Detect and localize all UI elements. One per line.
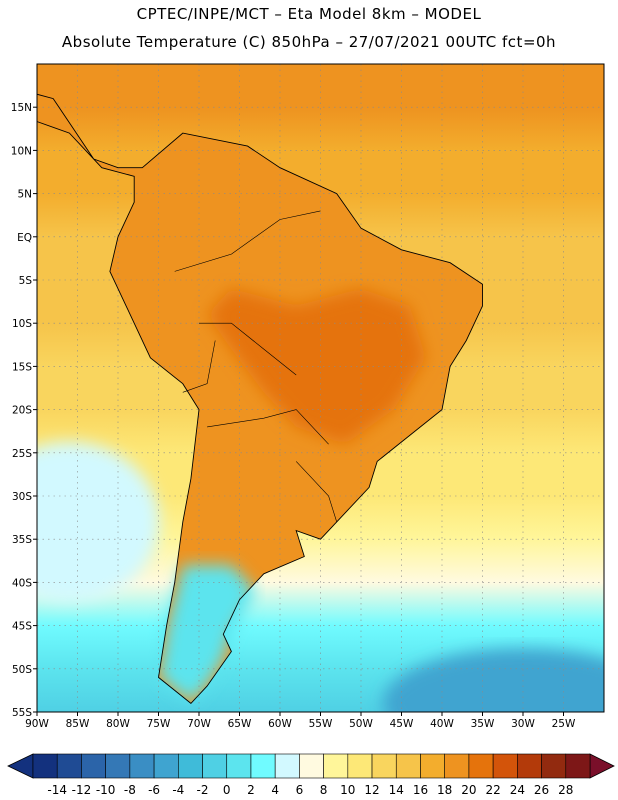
- colorbar-swatch: [105, 753, 131, 779]
- colorbar-label: 8: [320, 783, 328, 797]
- colorbar-label: -8: [124, 783, 136, 797]
- map-subtitle: Absolute Temperature (C) 850hPa – 27/07/…: [61, 33, 557, 51]
- colorbar-swatch: [274, 753, 300, 779]
- lat-tick-label: 10S: [12, 318, 32, 330]
- lat-tick-label: 50S: [12, 664, 32, 676]
- coastline: [37, 93, 483, 705]
- colorbar-swatch: [226, 753, 252, 779]
- colorbar-swatch: [32, 753, 58, 779]
- lat-tick-label: 35S: [12, 534, 32, 546]
- colorbar-swatch: [492, 753, 518, 779]
- colorbar-label: 18: [437, 783, 452, 797]
- lon-tick-label: 90W: [25, 718, 49, 730]
- colorbar-swatch: [129, 753, 155, 779]
- lon-tick-label: 75W: [147, 718, 171, 730]
- colorbar-label: 10: [340, 783, 355, 797]
- colorbar-swatch: [371, 753, 397, 779]
- colorbar-swatch: [56, 753, 82, 779]
- colorbar-swatch: [541, 753, 567, 779]
- lon-tick-label: 85W: [66, 718, 90, 730]
- graticule: [37, 64, 604, 712]
- colorbar-label: -4: [172, 783, 184, 797]
- lat-tick-label: 15N: [11, 102, 32, 114]
- lat-tick-label: 45S: [12, 621, 32, 633]
- colorbar-label: 2: [247, 783, 255, 797]
- lon-tick-label: 30W: [511, 718, 535, 730]
- lat-tick-label: 30S: [12, 491, 32, 503]
- map-title: CPTEC/INPE/MCT – Eta Model 8km – MODEL: [136, 5, 482, 23]
- colorbar-swatch: [178, 753, 203, 779]
- lon-tick-label: 60W: [268, 718, 292, 730]
- latitude-labels: 15N 10N 5N EQ 5S 10S 15S 20S 25S 30S 35S 40S 45S 50S 5…: [11, 102, 37, 719]
- lon-tick-label: 45W: [390, 718, 414, 730]
- interior-hot-region: [207, 288, 426, 445]
- colorbar-swatch: [468, 753, 494, 779]
- colorbar-swatch: [395, 753, 421, 779]
- lon-tick-label: 70W: [187, 718, 211, 730]
- southwest-cool-region: [37, 441, 160, 602]
- lat-tick-label: 5N: [17, 189, 32, 201]
- plot-area: [37, 64, 604, 712]
- lat-tick-label: 15S: [12, 361, 32, 373]
- colorbar-swatch: [517, 753, 542, 779]
- lat-tick-label: 5S: [19, 275, 33, 287]
- colorbar-label: 20: [461, 783, 476, 797]
- colorbar-swatch: [444, 753, 470, 779]
- colorbar-label: -6: [148, 783, 160, 797]
- longitude-labels: 90W 85W 80W 75W 70W 65W 60W 55W 50W 45W 40W 35W 30W 2…: [25, 712, 576, 730]
- lon-tick-label: 65W: [228, 718, 252, 730]
- colorbar-swatch: [299, 753, 324, 779]
- colorbar-swatch: [347, 753, 373, 779]
- lon-tick-label: 50W: [349, 718, 373, 730]
- lon-tick-label: 35W: [471, 718, 495, 730]
- colorbar-label: -2: [197, 783, 209, 797]
- lon-tick-label: 25W: [552, 718, 576, 730]
- lon-tick-label: 80W: [106, 718, 130, 730]
- colorbar-label: -10: [96, 783, 116, 797]
- colorbar-swatch: [323, 753, 349, 779]
- colorbar-right-arrow: [589, 753, 615, 779]
- colorbar-label: 4: [271, 783, 279, 797]
- colorbar-swatch: [202, 753, 228, 779]
- colorbar-label: 28: [558, 783, 573, 797]
- colorbar-left-arrow: [7, 753, 34, 779]
- colorbar-label: -14: [47, 783, 67, 797]
- lat-tick-label: 20S: [12, 405, 32, 417]
- lat-tick-label: 40S: [12, 577, 32, 589]
- colorbar-label: 6: [296, 783, 304, 797]
- colorbar-swatch: [81, 753, 106, 779]
- colorbar-swatch: [153, 753, 179, 779]
- colorbar-swatch: [565, 753, 591, 779]
- colorbar-labels: -14 -12 -10 -8 -6 -4 -2 0 2 4 6 8 10 12 14 16 18 20 22 24 26…: [47, 783, 573, 797]
- lat-tick-label: 55S: [12, 707, 32, 719]
- colorbar: [7, 753, 615, 779]
- lon-tick-label: 55W: [309, 718, 333, 730]
- lat-tick-label: 10N: [11, 145, 32, 157]
- colorbar-label: 0: [223, 783, 231, 797]
- lat-tick-label: EQ: [17, 232, 32, 244]
- country-borders: [174, 210, 337, 522]
- lon-tick-label: 40W: [430, 718, 454, 730]
- far-south-cold-region: [383, 648, 604, 712]
- colorbar-label: 14: [389, 783, 404, 797]
- patagonia-cold-region: [158, 565, 256, 704]
- lat-tick-label: 25S: [12, 448, 32, 460]
- colorbar-label: -12: [72, 783, 92, 797]
- colorbar-swatch: [420, 753, 445, 779]
- colorbar-swatch: [250, 753, 276, 779]
- colorbar-label: 22: [485, 783, 500, 797]
- colorbar-label: 24: [510, 783, 525, 797]
- land-temperature-field: [37, 94, 483, 704]
- colorbar-label: 26: [534, 783, 549, 797]
- colorbar-label: 12: [364, 783, 379, 797]
- colorbar-label: 16: [413, 783, 428, 797]
